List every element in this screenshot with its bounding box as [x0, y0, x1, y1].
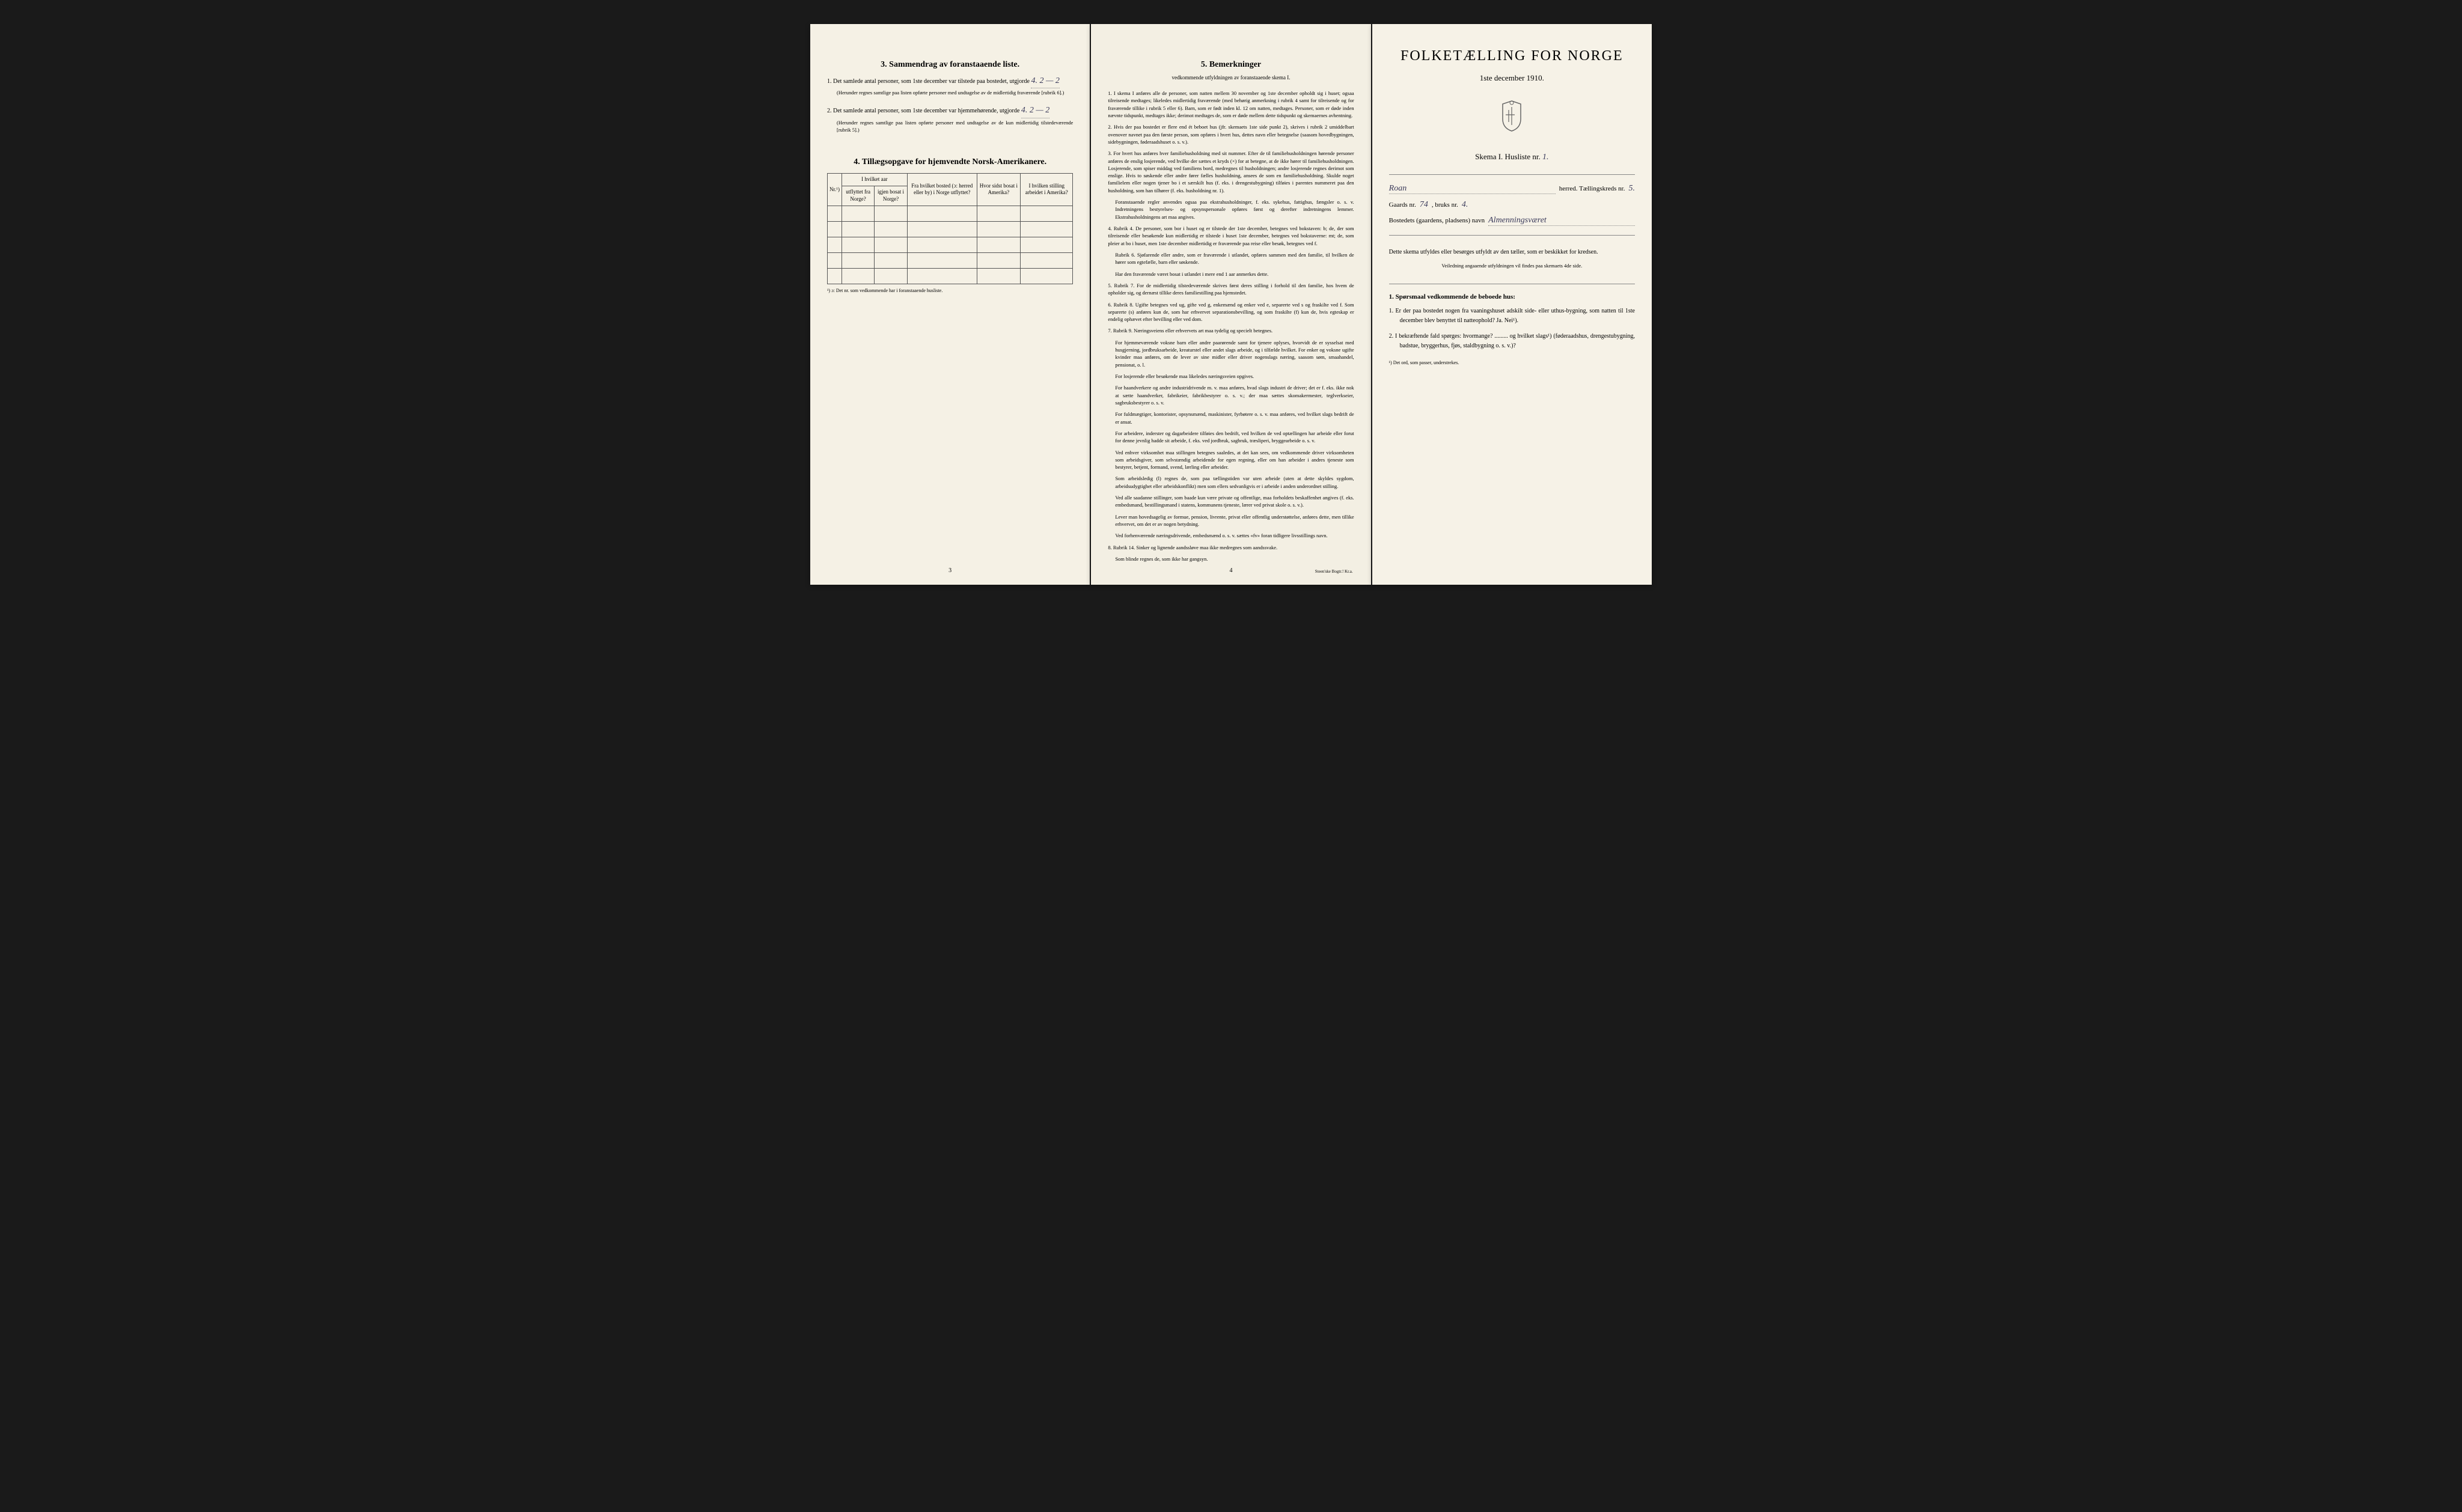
- remark-7c: For haandverkere og andre industridriven…: [1115, 384, 1354, 406]
- remark-7: 7. Rubrik 9. Næringsveiens eller erhverv…: [1108, 327, 1354, 334]
- col-stilling: I hvilken stilling arbeidet i Amerika?: [1021, 174, 1073, 206]
- remark-7d: For fuldmægtiger, kontorister, opsynsmæn…: [1115, 410, 1354, 425]
- col-bosted: Fra hvilket bosted (ɔ: herred eller by) …: [907, 174, 977, 206]
- bosted-field: Bostedets (gaardens, pladsens) navn Alme…: [1389, 216, 1635, 226]
- main-title: FOLKETÆLLING FOR NORGE: [1389, 48, 1635, 64]
- bruks-nr: 4.: [1462, 200, 1468, 210]
- divider: [1389, 235, 1635, 236]
- info-text: Dette skema utfyldes eller besørges utfy…: [1389, 248, 1635, 257]
- section-3-title: 3. Sammendrag av foranstaaende liste.: [827, 60, 1073, 70]
- kreds-nr: 5.: [1628, 184, 1635, 194]
- page-4-remarks: 5. Bemerkninger vedkommende utfyldningen…: [1091, 24, 1370, 585]
- remark-7a: For hjemmeværende voksne barn eller andr…: [1115, 339, 1354, 368]
- remark-6: 6. Rubrik 8. Ugifte betegnes ved ug, gif…: [1108, 301, 1354, 323]
- herred-value: Roan: [1389, 184, 1556, 194]
- norway-crest-icon: [1389, 98, 1635, 137]
- remark-3-sub: Foranstaaende regler anvendes ogsaa paa …: [1115, 198, 1354, 221]
- table-row: [828, 252, 1073, 268]
- page-3-summary: 3. Sammendrag av foranstaaende liste. 1.…: [810, 24, 1090, 585]
- remark-4-subb: Har den fraværende været bosat i utlande…: [1115, 270, 1354, 278]
- remark-7e: For arbeidere, inderster og dagarbeidere…: [1115, 430, 1354, 445]
- remark-7b: For losjerende eller besøkende maa likel…: [1115, 373, 1354, 380]
- remark-7h: Ved alle saadanne stillinger, som baade …: [1115, 494, 1354, 509]
- question-heading: 1. Spørsmaal vedkommende de beboede hus:: [1389, 293, 1635, 300]
- norsk-amerikanere-table: Nr.¹) I hvilket aar Fra hvilket bosted (…: [827, 173, 1073, 284]
- section-5-subtitle: vedkommende utfyldningen av foranstaaend…: [1108, 75, 1354, 81]
- table-row: [828, 221, 1073, 237]
- remark-1: 1. I skema I anføres alle de personer, s…: [1108, 90, 1354, 119]
- table-row: [828, 237, 1073, 252]
- page-1-cover: FOLKETÆLLING FOR NORGE 1ste december 191…: [1372, 24, 1652, 585]
- remark-5: 5. Rubrik 7. For de midlertidig tilstede…: [1108, 282, 1354, 297]
- page-number: 4: [1229, 567, 1232, 574]
- remark-7j: Ved forhenværende næringsdrivende, embed…: [1115, 532, 1354, 539]
- summary-item-2: 2. Det samlede antal personer, som 1ste …: [827, 104, 1073, 133]
- hjemmehorende-count: 4. 2 — 2: [1021, 104, 1049, 118]
- remark-8: 8. Rubrik 14. Sinker og lignende aandssl…: [1108, 544, 1354, 551]
- table-row: [828, 206, 1073, 221]
- section-5-title: 5. Bemerkninger: [1108, 60, 1354, 70]
- col-aar-header: I hvilket aar: [842, 174, 907, 186]
- table-footnote: ¹) ɔ: Det nr. som vedkommende har i fora…: [827, 288, 1073, 293]
- skema-line: Skema I. Husliste nr. 1.: [1389, 152, 1635, 162]
- table-row: [828, 268, 1073, 284]
- info-small: Veiledning angaaende utfyldningen vil fi…: [1389, 263, 1635, 269]
- husliste-nr: 1.: [1542, 153, 1549, 162]
- remark-7i: Lever man hovedsagelig av formue, pensio…: [1115, 513, 1354, 528]
- footnote: ¹) Det ord, som passer, understrekes.: [1389, 360, 1635, 365]
- col-nr: Nr.¹): [828, 174, 842, 206]
- remark-3: 3. For hvert hus anføres hver familiehus…: [1108, 150, 1354, 194]
- remark-7f: Ved enhver virksomhet maa stillingen bet…: [1115, 449, 1354, 471]
- gaards-field: Gaards nr. 74 , bruks nr. 4.: [1389, 200, 1635, 210]
- page-number: 3: [948, 567, 952, 574]
- remark-8-sub: Som blinde regnes de, som ikke har gangs…: [1115, 555, 1354, 562]
- printer-mark: Steen'ske Bogtr.! Kr.a.: [1315, 569, 1353, 574]
- tilstede-count: 4. 2 — 2: [1031, 75, 1059, 88]
- census-document: 3. Sammendrag av foranstaaende liste. 1.…: [810, 24, 1652, 585]
- col-igjen-bosat: igjen bosat i Norge?: [875, 186, 908, 206]
- question-2: 2. I bekræftende fald spørges: hvormange…: [1389, 332, 1635, 351]
- bosted-value: Almenningsværet: [1488, 216, 1635, 226]
- remark-7g: Som arbeidsledig (l) regnes de, som paa …: [1115, 475, 1354, 490]
- question-1: 1. Er der paa bostedet nogen fra vaaning…: [1389, 306, 1635, 326]
- gaards-nr: 74: [1420, 200, 1428, 210]
- remark-2: 2. Hvis der paa bostedet er flere end ét…: [1108, 123, 1354, 145]
- remarks-list: 1. I skema I anføres alle de personer, s…: [1108, 90, 1354, 562]
- remark-4-suba: Rubrik 6. Sjøfarende eller andre, som er…: [1115, 251, 1354, 266]
- census-date: 1ste december 1910.: [1389, 73, 1635, 83]
- col-utflyttet: utflyttet fra Norge?: [842, 186, 874, 206]
- divider: [1389, 174, 1635, 175]
- remark-4: 4. Rubrik 4. De personer, som bor i huse…: [1108, 225, 1354, 247]
- herred-field: Roan herred. Tællingskreds nr. 5.: [1389, 184, 1635, 194]
- section-4-title: 4. Tillægsopgave for hjemvendte Norsk-Am…: [827, 157, 1073, 167]
- col-amerika-bosat: Hvor sidst bosat i Amerika?: [977, 174, 1020, 206]
- summary-item-1: 1. Det samlede antal personer, som 1ste …: [827, 75, 1073, 97]
